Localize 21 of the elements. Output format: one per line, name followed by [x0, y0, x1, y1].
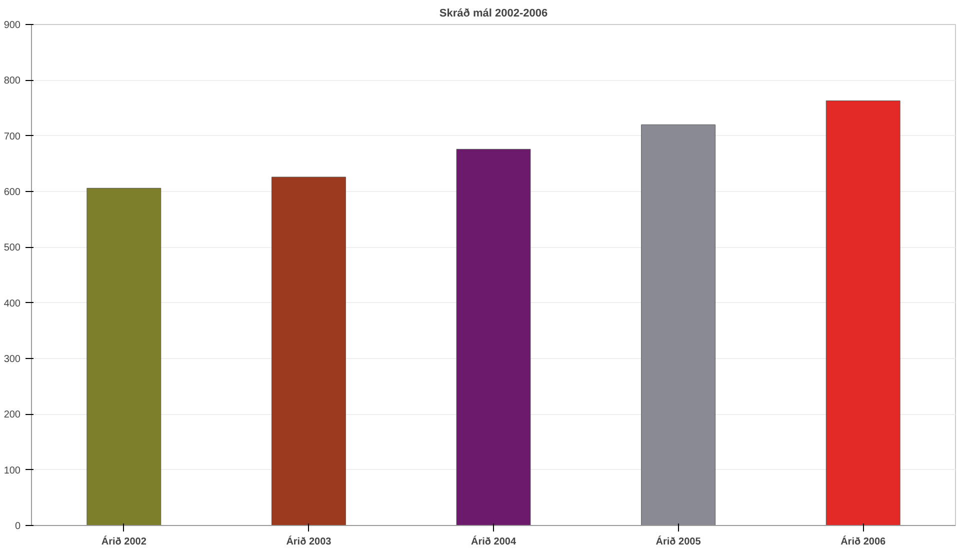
- x-tick-label: Árið 2004: [470, 536, 516, 548]
- bar: [641, 124, 716, 526]
- y-tick-label: 600: [4, 187, 21, 198]
- x-tick-label: Árið 2006: [840, 536, 886, 548]
- y-tick-label: 400: [4, 298, 21, 310]
- y-tick-label: 100: [4, 465, 21, 476]
- bar: [86, 188, 162, 526]
- y-tick-label: 0: [14, 521, 21, 532]
- y-tick-label: 800: [4, 76, 21, 87]
- bar: [826, 100, 900, 526]
- y-tick-label: 700: [4, 131, 21, 142]
- x-tick-label: Árið 2005: [656, 536, 702, 548]
- y-tick-label: 900: [4, 20, 21, 31]
- chart-title: Skráð mál 2002-2006: [439, 8, 548, 20]
- bar: [271, 176, 346, 526]
- x-tick-label: Árið 2003: [286, 536, 332, 548]
- y-tick-label: 300: [4, 354, 21, 365]
- bar: [456, 148, 531, 526]
- x-tick-label: Árið 2002: [101, 536, 147, 548]
- y-tick-label: 200: [4, 410, 21, 421]
- y-tick-label: 500: [4, 242, 21, 254]
